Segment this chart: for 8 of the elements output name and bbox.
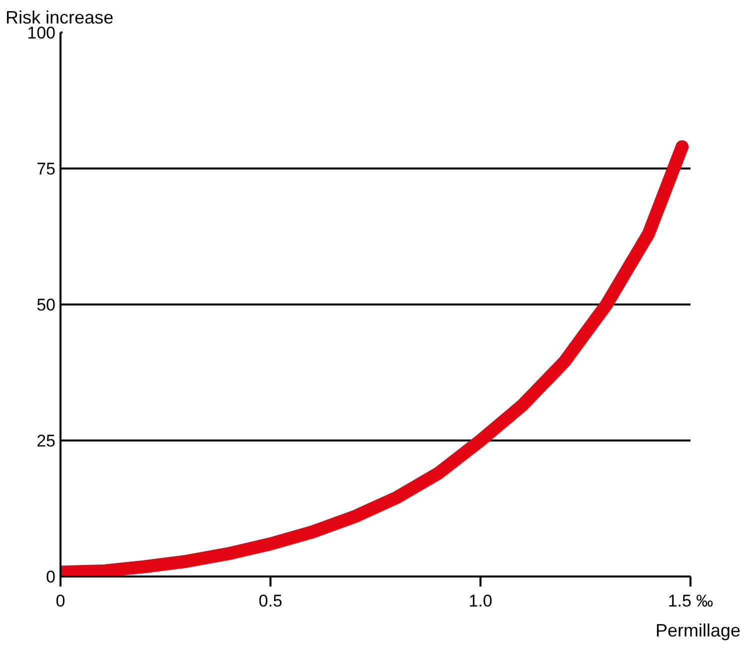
x-axis-title: Permillage <box>655 620 741 640</box>
y-tick-label: 25 <box>36 432 56 450</box>
x-tick-label: 1.0 <box>468 592 492 610</box>
y-tick-label: 0 <box>46 568 56 586</box>
x-tick-label: 1.5 ‰ <box>668 592 714 610</box>
y-tick-label: 75 <box>36 160 56 178</box>
x-tick-label: 0.5 <box>258 592 282 610</box>
y-tick-label: 50 <box>36 296 56 314</box>
